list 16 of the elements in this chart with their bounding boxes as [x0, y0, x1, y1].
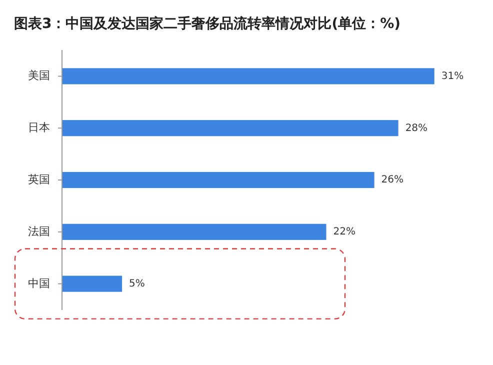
bar [62, 68, 434, 84]
bar [62, 224, 326, 240]
y-tick-label: 英国 [28, 173, 50, 186]
chart-title: 图表3：中国及发达国家二手奢侈品流转率情况对比(单位：%) [14, 15, 401, 32]
data-label: 31% [441, 70, 464, 82]
bar [62, 120, 398, 136]
data-label: 5% [129, 278, 145, 290]
y-tick-label: 美国 [28, 69, 50, 82]
data-label: 28% [405, 122, 428, 134]
bar [62, 172, 374, 188]
y-tick-label: 中国 [28, 276, 50, 290]
y-tick-label: 日本 [28, 121, 50, 134]
data-label: 22% [333, 226, 356, 238]
bar [62, 276, 122, 292]
data-label: 26% [381, 174, 404, 186]
y-tick-label: 法国 [28, 224, 50, 238]
